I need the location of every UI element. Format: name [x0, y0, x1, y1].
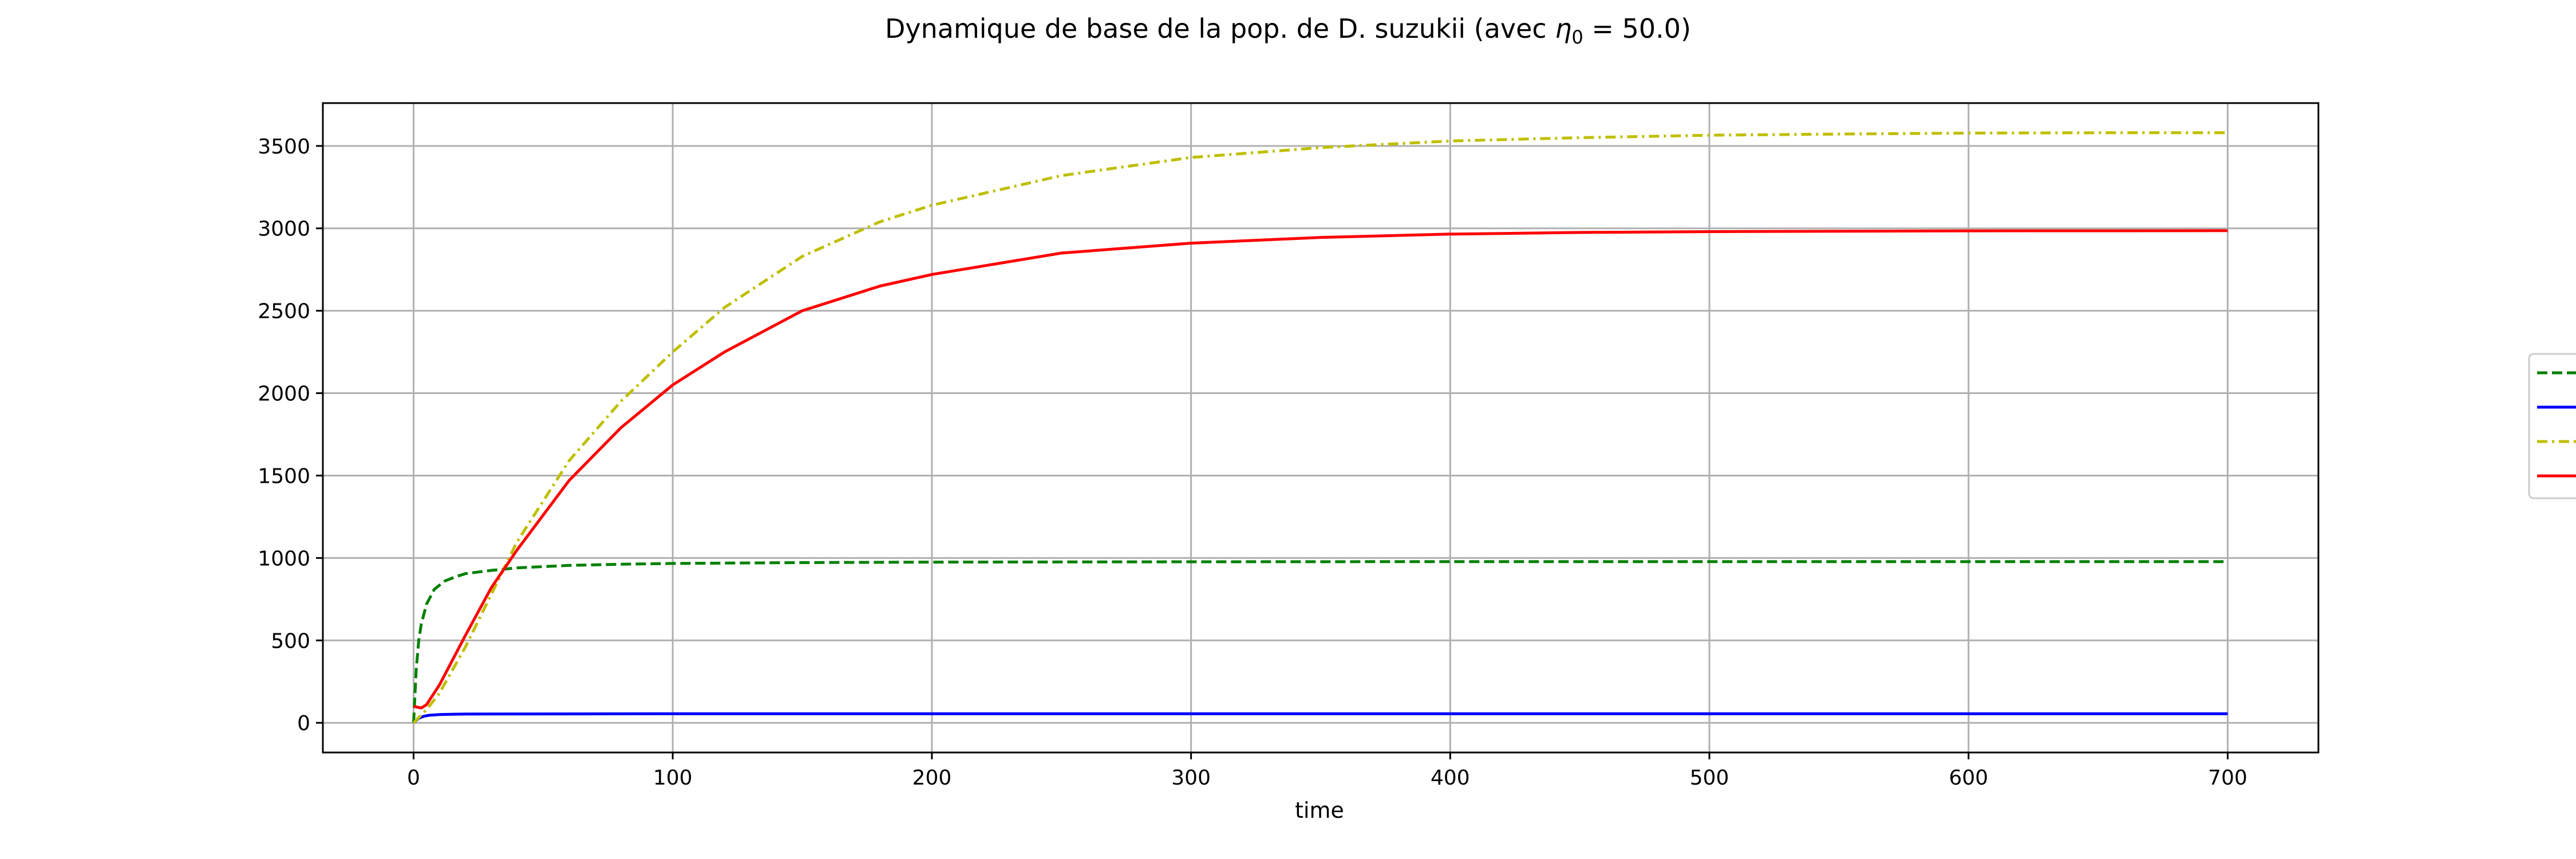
y-tick-label: 3500 [258, 135, 310, 159]
legend [2528, 353, 2576, 499]
y-tick-label: 2000 [258, 383, 310, 406]
x-tick-label: 300 [1171, 766, 1211, 790]
grid [323, 103, 2318, 752]
y-tick-label: 0 [297, 712, 310, 735]
x-tick-label: 500 [1690, 766, 1729, 790]
chart-title-symbol: η [1555, 13, 1571, 44]
y-tick-label: 1500 [258, 464, 310, 488]
chart-title-suffix: = 50.0) [1583, 13, 1691, 44]
series-lines [412, 131, 2228, 724]
legend-frame [2528, 353, 2576, 499]
series-line-4 [413, 229, 2228, 710]
y-tick-label: 1000 [258, 547, 310, 570]
y-tick-label: 2500 [258, 300, 310, 324]
x-axis-label: time [1295, 798, 1344, 823]
x-tick-label: 100 [653, 766, 693, 790]
chart-title-text: Dynamique de base de la pop. de D. suzuk… [885, 13, 1555, 44]
plot-frame [322, 102, 2320, 754]
series-line-1 [412, 560, 2228, 723]
x-tick-label: 400 [1431, 766, 1470, 790]
y-tick-label: 3000 [258, 218, 310, 241]
series-line-2 [412, 712, 2228, 724]
x-tick-label: 600 [1949, 766, 1988, 790]
x-tick-label: 0 [407, 766, 420, 790]
axis-ticks: 0 100 200 300 400 500 600 700 0 500 1000 1500 2000 25… [258, 135, 2247, 790]
series-line-3 [412, 131, 2228, 724]
x-tick-label: 700 [2208, 766, 2247, 790]
y-tick-label: 500 [271, 629, 310, 653]
chart-title-subscript: 0 [1572, 26, 1583, 48]
chart-title: Dynamique de base de la pop. de D. suzuk… [885, 13, 1691, 48]
x-tick-label: 200 [912, 766, 952, 790]
